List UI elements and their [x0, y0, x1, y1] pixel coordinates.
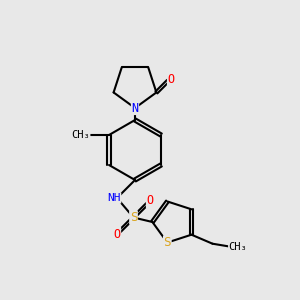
Text: CH₃: CH₃ [229, 242, 247, 252]
Text: N: N [131, 101, 139, 115]
Text: NH: NH [107, 193, 121, 203]
Text: CH₃: CH₃ [71, 130, 90, 140]
Text: S: S [164, 236, 171, 249]
Text: O: O [146, 194, 154, 208]
Text: O: O [167, 73, 175, 86]
Text: S: S [130, 211, 137, 224]
Text: O: O [113, 227, 121, 241]
